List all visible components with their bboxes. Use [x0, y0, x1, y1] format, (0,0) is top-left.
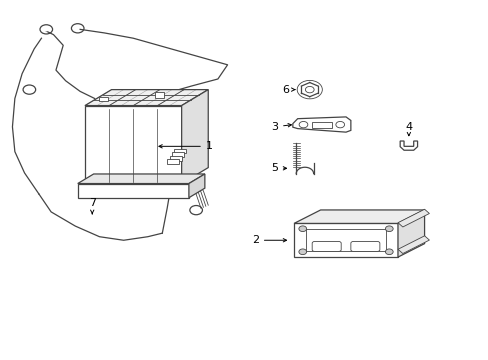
Circle shape — [385, 226, 392, 231]
Polygon shape — [188, 174, 204, 198]
Text: 4: 4 — [405, 122, 411, 136]
Bar — [85, 105, 181, 184]
Bar — [99, 96, 108, 101]
Bar — [78, 184, 188, 198]
Circle shape — [335, 121, 344, 128]
Circle shape — [44, 28, 49, 31]
Text: 7: 7 — [88, 198, 96, 214]
Polygon shape — [397, 210, 424, 257]
Text: 3: 3 — [270, 122, 291, 132]
FancyBboxPatch shape — [311, 242, 341, 251]
Polygon shape — [397, 209, 428, 227]
Bar — [169, 156, 181, 161]
Bar — [311, 122, 331, 128]
Circle shape — [385, 249, 392, 255]
Polygon shape — [85, 90, 208, 105]
Polygon shape — [78, 174, 204, 184]
Bar — [167, 159, 179, 164]
Text: 1: 1 — [159, 141, 212, 151]
Text: 6: 6 — [282, 85, 294, 95]
Bar — [174, 149, 186, 153]
Polygon shape — [181, 90, 208, 184]
Bar — [293, 224, 397, 257]
Text: 5: 5 — [270, 163, 286, 173]
Circle shape — [298, 226, 306, 231]
FancyBboxPatch shape — [350, 242, 379, 251]
Bar — [172, 152, 183, 157]
Bar — [305, 229, 385, 251]
Polygon shape — [397, 236, 428, 253]
Polygon shape — [292, 117, 350, 132]
Bar — [155, 92, 163, 98]
Text: 2: 2 — [251, 235, 286, 245]
Circle shape — [299, 121, 307, 128]
Polygon shape — [293, 210, 424, 224]
Polygon shape — [399, 141, 417, 150]
Circle shape — [298, 249, 306, 255]
